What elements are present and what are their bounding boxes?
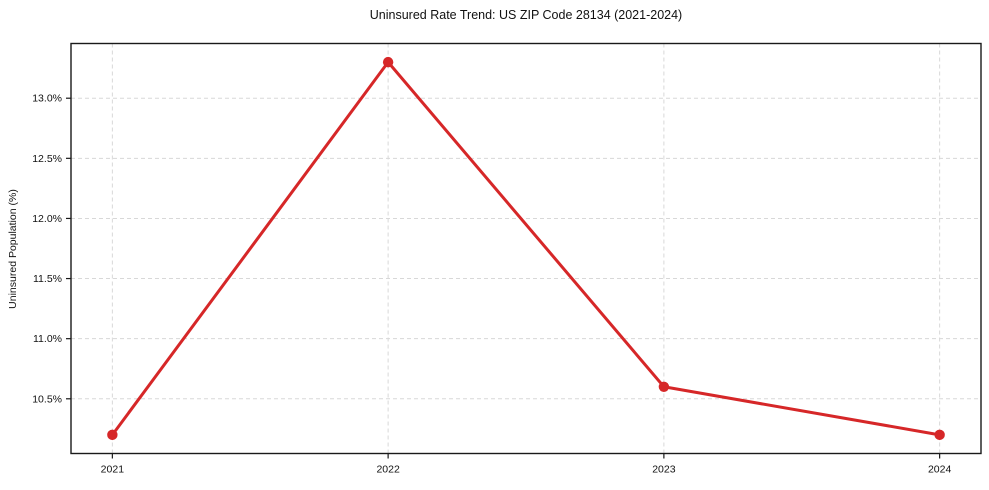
x-tick-label: 2021 <box>101 464 125 476</box>
x-tick-label: 2024 <box>928 464 952 476</box>
plot-border <box>70 42 982 455</box>
data-point-marker <box>658 381 670 392</box>
data-point-marker <box>107 429 118 441</box>
y-tick-label: 12.0% <box>32 213 62 225</box>
data-point-marker <box>934 429 945 441</box>
trend-line <box>110 60 942 437</box>
data-point-marker <box>382 56 394 68</box>
y-tick-label: 11.0% <box>33 333 62 345</box>
y-tick-label: 12.5% <box>32 153 62 165</box>
y-tick-label: 13.0% <box>32 93 62 105</box>
x-tick-label: 2022 <box>376 464 400 476</box>
chart-title: Uninsured Rate Trend: US ZIP Code 28134 … <box>369 8 683 22</box>
y-axis-label: Uninsured Population (%) <box>7 189 19 309</box>
y-tick-label: 10.5% <box>32 393 62 405</box>
y-tick-label: 11.5% <box>33 273 62 285</box>
x-tick-label: 2023 <box>652 464 676 476</box>
